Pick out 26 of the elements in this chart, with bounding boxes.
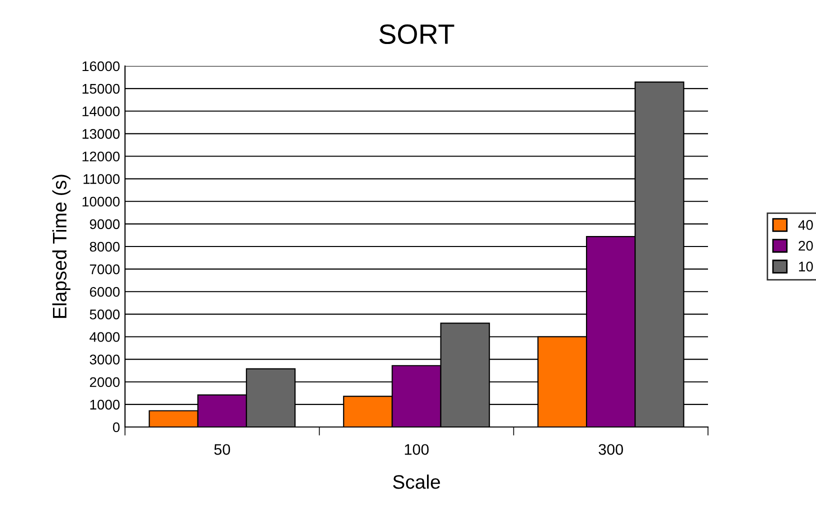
y-tick-label: 15000 (82, 84, 120, 94)
y-tick-label: 13000 (82, 129, 120, 139)
y-tick-label: 8000 (90, 242, 120, 252)
chart-title: SORT (379, 24, 454, 44)
y-tick-label: 11000 (84, 174, 120, 184)
x-tick-label: 300 (598, 444, 623, 455)
x-tick-label: 50 (214, 444, 230, 455)
y-tick-label: 1000 (90, 400, 120, 410)
x-axis-title: Scale (393, 474, 440, 489)
legend-label: 40 (798, 220, 813, 230)
legend-label: 20 (798, 240, 813, 251)
x-tick-label: 100 (404, 444, 429, 455)
y-tick-label: 7000 (90, 264, 120, 274)
y-tick-label: 16000 (82, 61, 120, 72)
y-tick-label: 12000 (82, 152, 120, 162)
y-tick-label: 4000 (90, 332, 120, 342)
y-tick-label: 3000 (90, 354, 120, 364)
y-tick-label: 6000 (90, 286, 120, 297)
y-tick-label: 9000 (90, 219, 120, 230)
y-tick-label: 10000 (82, 196, 120, 207)
y-tick-label: 0 (112, 422, 120, 432)
y-axis-title: Elapsed Time (s) (52, 174, 70, 318)
legend-label: 10 (799, 262, 813, 272)
y-tick-label: 5000 (90, 310, 120, 320)
y-tick-label: 2000 (90, 377, 120, 388)
y-tick-label: 14000 (82, 106, 120, 116)
